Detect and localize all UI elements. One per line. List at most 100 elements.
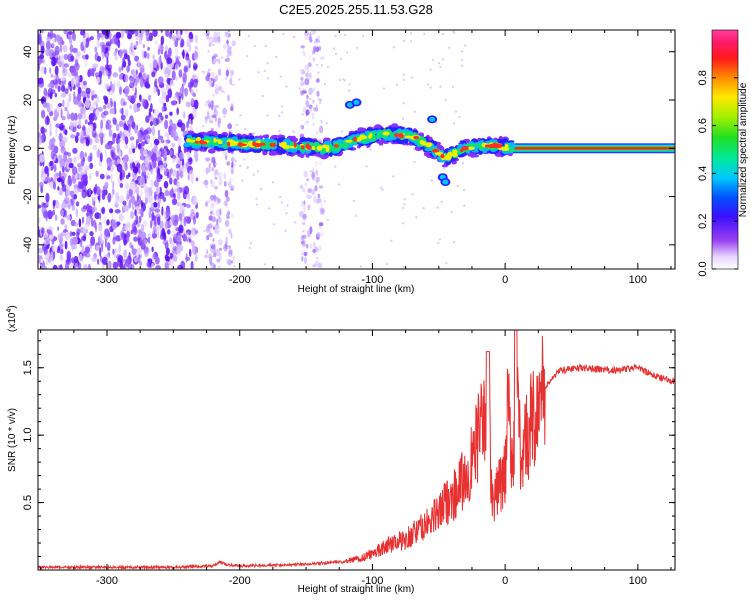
noise-blob <box>46 37 52 42</box>
noise-blob <box>115 123 120 132</box>
noise-blob <box>65 188 70 197</box>
noise-blob <box>100 232 103 243</box>
faint-point <box>390 239 393 242</box>
faint-point <box>422 207 425 210</box>
signal-blob <box>227 141 231 147</box>
streak-blob <box>224 243 227 249</box>
noise-blob <box>59 254 64 261</box>
noise-blob <box>123 249 128 259</box>
streak-blob <box>215 198 221 205</box>
noise-blob <box>59 249 64 255</box>
noise-blob <box>157 230 160 238</box>
noise-blob <box>64 224 68 230</box>
noise-blob <box>124 144 128 149</box>
streak-blob <box>317 95 320 102</box>
noise-blob <box>64 196 70 204</box>
noise-blob <box>121 107 124 116</box>
noise-blob <box>88 172 92 180</box>
noise-blob <box>109 108 116 115</box>
noise-blob <box>41 133 45 140</box>
noise-blob <box>166 171 170 179</box>
noise-blob <box>137 236 142 246</box>
noise-blob <box>131 248 138 255</box>
streak-blob <box>319 126 323 133</box>
noise-blob <box>118 213 124 222</box>
noise-blob <box>57 157 61 164</box>
noise-blob <box>193 62 197 67</box>
noise-blob <box>164 73 169 78</box>
streak-blob <box>301 256 304 262</box>
streak-blob <box>230 232 233 239</box>
signal-blob <box>357 136 365 140</box>
noise-blob <box>123 123 128 131</box>
noise-blob <box>145 31 149 39</box>
streak-blob <box>317 262 323 269</box>
faint-point <box>426 83 430 86</box>
noise-blob <box>160 87 166 94</box>
noise-blob <box>73 186 79 194</box>
streak-blob <box>307 204 311 211</box>
noise-blob <box>84 60 88 67</box>
noise-blob <box>72 147 78 154</box>
signal-blob <box>389 132 395 137</box>
faint-point <box>255 197 258 200</box>
noise-blob <box>85 37 92 42</box>
noise-blob <box>112 236 116 245</box>
noise-blob <box>49 122 52 133</box>
noise-blob <box>93 187 97 195</box>
streak-blob <box>209 81 213 88</box>
signal-blob <box>194 140 199 144</box>
noise-blob <box>130 195 136 204</box>
noise-blob <box>157 88 160 97</box>
noise-blob <box>99 212 102 220</box>
noise-blob <box>114 55 118 61</box>
noise-blob <box>82 156 86 163</box>
faint-point <box>437 61 441 65</box>
noise-blob <box>113 51 118 56</box>
faint-point <box>340 130 343 133</box>
signal-blob <box>218 140 223 145</box>
noise-blob <box>82 37 86 47</box>
faint-point <box>313 40 317 44</box>
streak-blob <box>211 71 215 78</box>
streak-blob <box>223 200 228 206</box>
noise-blob <box>152 202 158 208</box>
signal-blob <box>484 144 491 148</box>
signal-blob <box>353 136 357 142</box>
signal-blob <box>281 144 288 149</box>
faint-point <box>226 44 230 48</box>
noise-blob <box>171 35 177 42</box>
faint-point <box>317 71 320 74</box>
noise-blob <box>79 150 85 160</box>
noise-blob <box>41 109 46 119</box>
noise-blob <box>64 88 69 95</box>
noise-blob <box>135 214 139 225</box>
faint-point <box>257 71 260 74</box>
noise-blob <box>94 72 100 78</box>
streak-blob <box>226 161 230 166</box>
streak-blob <box>315 130 320 136</box>
noise-blob <box>122 200 127 206</box>
chart-title: C2E5.2025.255.11.53.G28 <box>279 2 433 17</box>
streak-blob <box>304 64 309 71</box>
faint-point <box>402 102 405 105</box>
streak-blob <box>206 230 212 234</box>
noise-blob <box>81 112 87 120</box>
faint-point <box>285 212 288 215</box>
noise-blob <box>157 48 161 56</box>
x-tick-label: -300 <box>96 575 118 587</box>
noise-blob <box>193 66 198 71</box>
noise-blob <box>103 110 109 116</box>
noise-blob <box>97 258 100 265</box>
noise-blob <box>52 209 56 216</box>
streak-blob <box>211 114 217 119</box>
faint-point <box>385 262 389 266</box>
faint-point <box>243 158 246 161</box>
noise-blob <box>155 118 160 125</box>
noise-blob <box>54 65 59 76</box>
noise-blob <box>102 189 106 195</box>
noise-blob <box>189 88 194 95</box>
faint-point <box>452 240 456 244</box>
noise-blob <box>96 95 100 103</box>
streak-blob <box>231 157 235 162</box>
